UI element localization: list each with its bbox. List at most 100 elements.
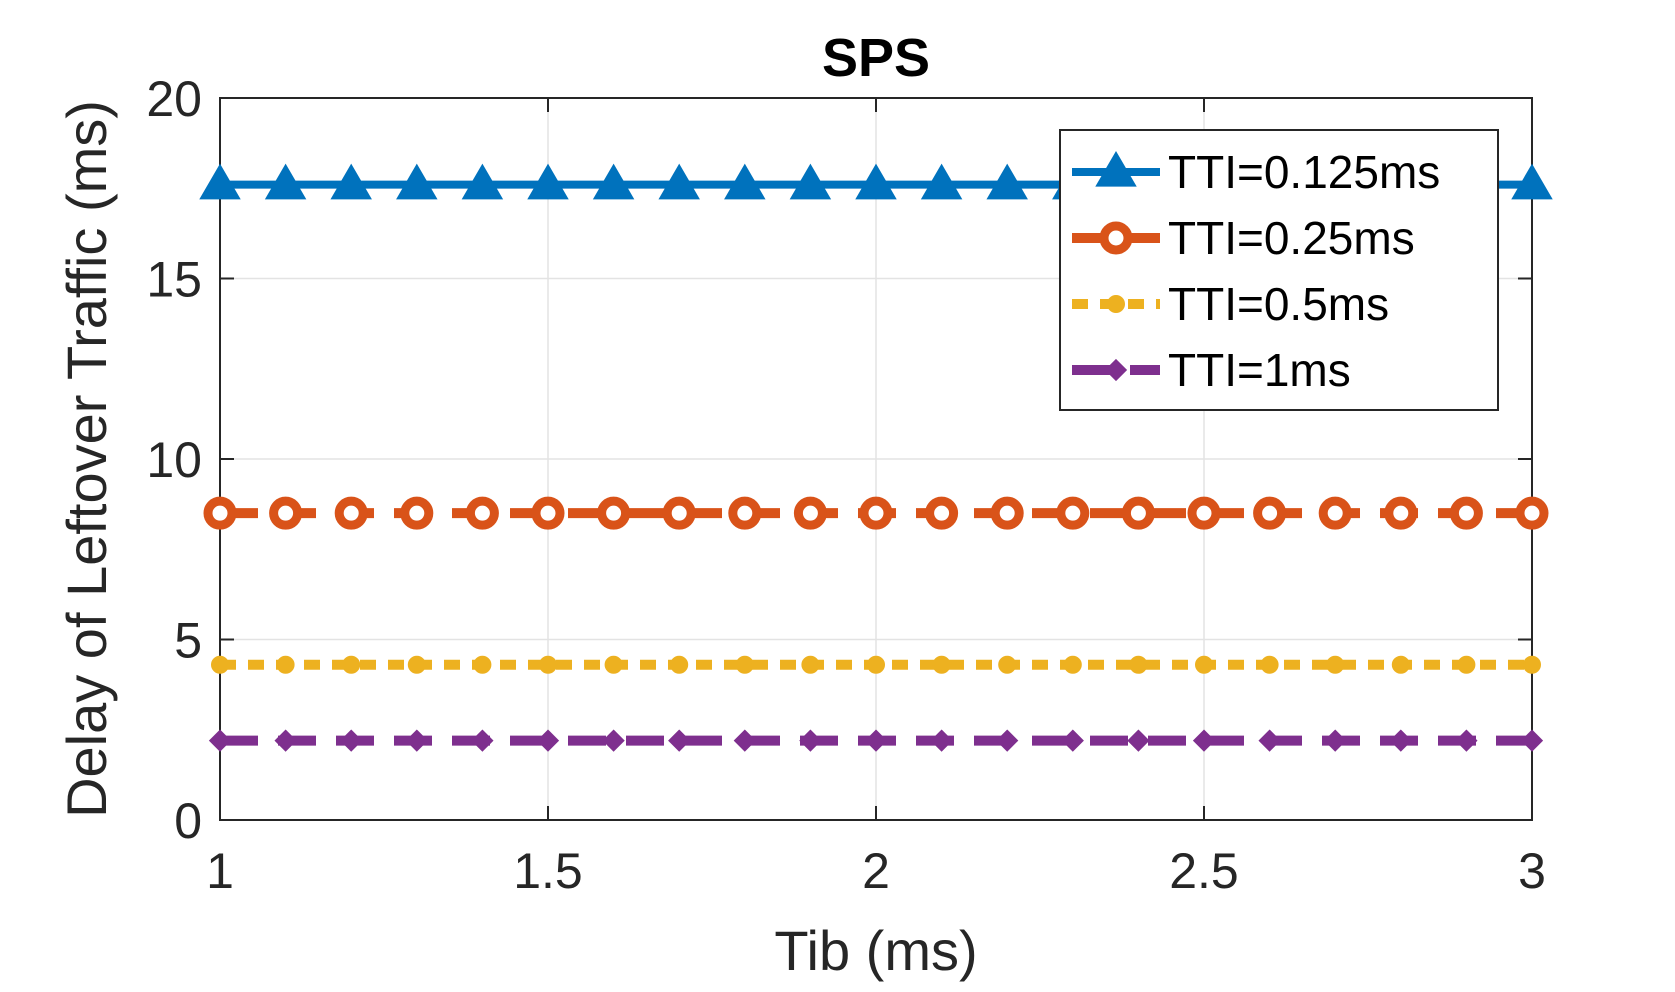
- data-point: [1061, 729, 1084, 752]
- data-point: [264, 163, 307, 200]
- data-point: [801, 655, 820, 674]
- legend: TTI=0.125ms TTI=0.25ms TTI=0.5ms TTI=1ms: [1059, 129, 1499, 411]
- data-point: [1195, 655, 1213, 674]
- data-point: [276, 655, 295, 674]
- data-point: [269, 496, 303, 530]
- x-tick-label: 3: [1518, 843, 1546, 899]
- data-point: [473, 655, 492, 674]
- data-point: [855, 163, 897, 200]
- data-point: [724, 163, 766, 200]
- data-point: [199, 163, 241, 200]
- data-point: [1511, 163, 1553, 200]
- data-point: [1063, 655, 1082, 674]
- data-point: [793, 496, 827, 530]
- axis-ticks: 1 1.5 2 2.5 3 0 5 10 15 20: [146, 71, 1546, 899]
- data-point: [531, 496, 565, 530]
- x-tick-label: 1: [206, 843, 234, 899]
- legend-swatch-marker: [1095, 151, 1137, 187]
- data-point: [527, 163, 569, 200]
- data-point: [597, 496, 631, 530]
- data-point: [932, 655, 951, 674]
- data-point: [996, 729, 1019, 752]
- y-tick-label: 15: [146, 252, 202, 308]
- legend-label: TTI=0.5ms: [1168, 278, 1389, 330]
- data-point: [1515, 496, 1549, 530]
- y-tick-label: 0: [174, 793, 202, 849]
- data-point: [998, 655, 1017, 674]
- data-point: [920, 163, 963, 200]
- data-point: [539, 655, 557, 674]
- data-point: [334, 496, 368, 530]
- data-point: [407, 655, 426, 674]
- data-point: [1523, 655, 1541, 674]
- data-point: [1318, 496, 1352, 530]
- data-point: [330, 163, 372, 200]
- data-point: [1520, 729, 1544, 752]
- data-point: [211, 655, 229, 674]
- x-tick-label: 1.5: [513, 843, 583, 899]
- data-point: [986, 163, 1028, 200]
- data-point: [658, 163, 700, 200]
- data-point: [670, 655, 689, 674]
- data-point: [990, 496, 1024, 530]
- y-tick-label: 20: [146, 71, 202, 127]
- legend-swatch-marker: [1099, 221, 1133, 255]
- x-tick-label: 2.5: [1169, 843, 1239, 899]
- data-point: [340, 729, 363, 752]
- data-point: [1391, 655, 1410, 674]
- data-point: [1326, 655, 1345, 674]
- data-point: [536, 729, 560, 752]
- data-point: [396, 163, 438, 200]
- legend-label: TTI=0.25ms: [1168, 212, 1415, 264]
- data-point: [1455, 729, 1478, 752]
- data-point: [1449, 496, 1483, 530]
- data-point: [1258, 729, 1281, 752]
- data-point: [867, 655, 885, 674]
- data-point: [1253, 496, 1287, 530]
- data-point: [1187, 496, 1221, 530]
- data-point: [1260, 655, 1279, 674]
- series-2: [203, 496, 1549, 530]
- data-point: [461, 163, 504, 200]
- data-point: [1056, 496, 1090, 530]
- data-point: [1389, 729, 1412, 752]
- data-point: [592, 163, 635, 200]
- legend-box: [1059, 129, 1499, 411]
- y-tick-label: 10: [146, 432, 202, 488]
- data-point: [604, 655, 623, 674]
- data-point: [1129, 655, 1148, 674]
- data-point: [662, 496, 696, 530]
- x-tick-label: 2: [862, 843, 890, 899]
- legend-swatch-marker: [1104, 358, 1128, 382]
- data-point: [274, 729, 297, 752]
- y-tick-label: 5: [174, 613, 202, 669]
- data-point: [208, 729, 232, 752]
- data-point: [930, 729, 953, 752]
- data-point: [602, 729, 625, 752]
- data-point: [1192, 729, 1216, 752]
- data-point: [400, 496, 434, 530]
- data-point: [203, 496, 237, 530]
- data-point: [465, 496, 499, 530]
- data-point: [1324, 729, 1347, 752]
- data-point: [668, 729, 691, 752]
- legend-swatch-marker: [1107, 295, 1125, 313]
- data-point: [1121, 496, 1155, 530]
- y-axis-title: Delay of Leftover Traffic (ms): [55, 100, 118, 818]
- chart-title: SPS: [822, 28, 930, 88]
- data-point: [735, 655, 754, 674]
- data-point: [864, 729, 888, 752]
- legend-label: TTI=0.125ms: [1168, 146, 1440, 198]
- data-point: [728, 496, 762, 530]
- data-point: [733, 729, 756, 752]
- data-point: [925, 496, 959, 530]
- data-point: [1384, 496, 1418, 530]
- series-3: [211, 655, 1541, 674]
- data-point: [1127, 729, 1150, 752]
- data-point: [342, 655, 361, 674]
- data-point: [405, 729, 428, 752]
- data-point: [789, 163, 832, 200]
- data-point: [859, 496, 893, 530]
- data-point: [471, 729, 494, 752]
